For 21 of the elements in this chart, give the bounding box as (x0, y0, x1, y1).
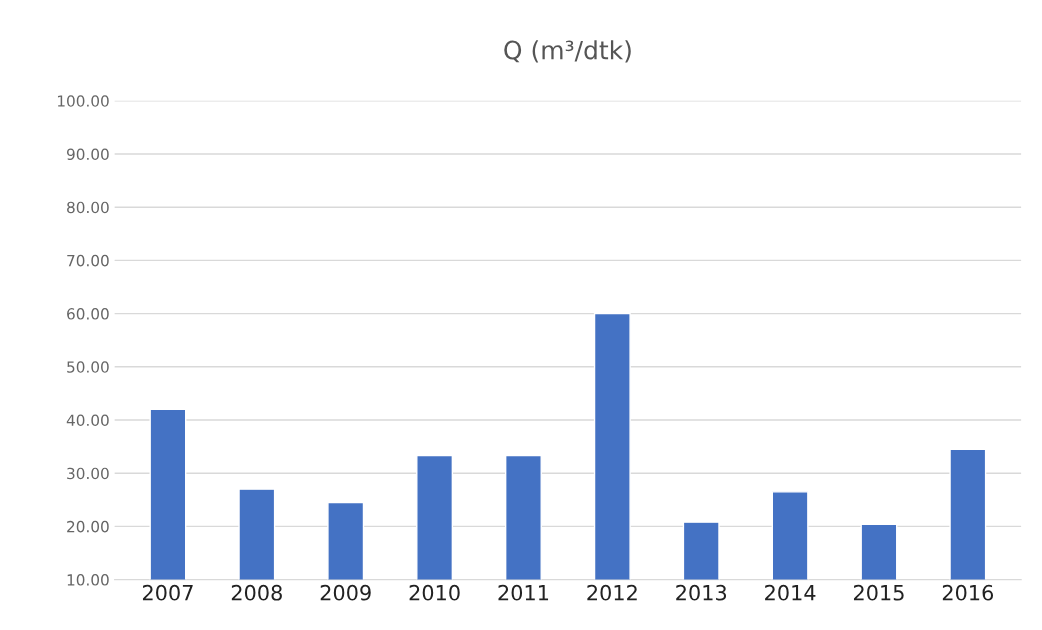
y-tick-label: 20.00 (67, 520, 109, 533)
x-tick-label: 2015 (853, 584, 904, 601)
y-tick-label: 50.00 (67, 361, 109, 373)
x-tick-label: 2009 (320, 584, 371, 601)
x-tick-label: 2016 (942, 584, 994, 601)
y-tick-label: 60.00 (67, 308, 109, 320)
y-tick-label: 80.00 (67, 201, 109, 214)
x-tick-label: 2008 (231, 584, 282, 601)
y-tick-label: 90.00 (66, 148, 109, 161)
x-tick-label: 2010 (409, 584, 460, 601)
y-tick-label: 10.00 (67, 574, 109, 586)
x-tick-label: 2013 (676, 584, 727, 601)
y-tick-label: 70.00 (67, 254, 109, 267)
x-tick-label: 2007 (142, 584, 193, 601)
y-tick-label: 100.00 (57, 95, 109, 107)
y-tick-label: 40.00 (66, 414, 109, 427)
x-tick-label: 2012 (587, 584, 637, 601)
x-tick-label: 2014 (765, 584, 816, 601)
chart-title: Q (m³/dtk) (504, 40, 631, 63)
x-tick-label: 2011 (498, 584, 549, 601)
y-tick-label: 30.00 (67, 467, 109, 480)
